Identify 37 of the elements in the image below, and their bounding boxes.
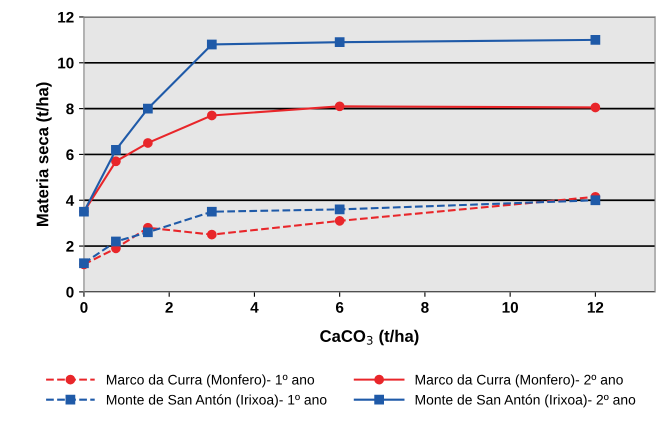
- x-tick-label: 0: [80, 302, 88, 313]
- point: [334, 204, 345, 214]
- x-tick-label: 6: [336, 302, 344, 313]
- x-axis-title: CaCO$_{3}$ (t/ha): [320, 330, 418, 346]
- y-tick-label: 12: [58, 12, 74, 22]
- y-tick-label: 2: [66, 240, 74, 252]
- x-tick-label: 10: [502, 302, 518, 313]
- point: [334, 37, 345, 48]
- legend-label: Marco da Curra (Monfero)- 2º ano: [416, 374, 623, 388]
- x-tick-label: 12: [588, 302, 604, 313]
- point: [590, 195, 600, 206]
- point: [334, 101, 345, 112]
- point: [590, 102, 600, 112]
- point: [111, 156, 121, 166]
- x-tick-label: 2: [165, 302, 173, 313]
- point: [206, 230, 217, 240]
- legend-label: Monte de San Antón (Irixoa)- 1º ano: [106, 394, 326, 408]
- y-axis-title: Materia seca (t/ha): [36, 82, 52, 226]
- point: [590, 35, 600, 45]
- y-tick-label: 0: [66, 286, 74, 298]
- legend-label: Monte de San Antón (Irixoa)- 2º ano: [416, 394, 636, 408]
- point: [143, 227, 153, 238]
- y-tick-label: 8: [66, 103, 74, 114]
- point: [143, 104, 153, 114]
- point: [111, 144, 121, 155]
- point: [206, 40, 217, 50]
- point: [111, 236, 121, 246]
- legend-label: Marco da Curra (Monfero)- 1º ano: [106, 374, 314, 388]
- point: [143, 138, 153, 148]
- y-tick-label: 6: [66, 149, 74, 160]
- y-tick-label: 4: [66, 195, 74, 206]
- point: [206, 206, 217, 217]
- y-tick-label: 10: [58, 58, 74, 68]
- point: [206, 110, 217, 120]
- point: [334, 216, 345, 226]
- x-tick-label: 4: [250, 302, 259, 313]
- x-tick-label: 8: [421, 302, 429, 313]
